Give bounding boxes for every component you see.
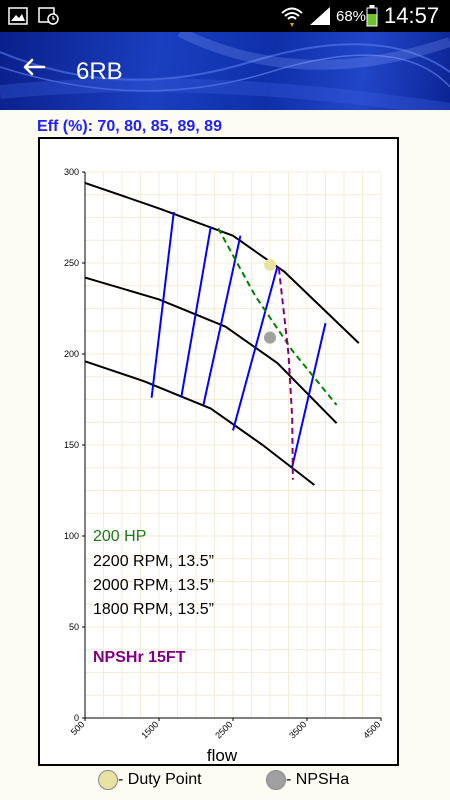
y-tick-label: 0 — [74, 713, 79, 723]
legend-label: - Duty Point — [118, 771, 202, 788]
app-bar: 6RB — [0, 32, 450, 110]
y-tick-label: 150 — [64, 440, 79, 450]
chart-series — [84, 181, 360, 486]
clock: 14:57 — [384, 3, 440, 28]
chart-point — [264, 258, 276, 271]
battery-icon — [366, 0, 378, 32]
arrow-left-icon — [23, 58, 46, 76]
header-wave-decoration — [0, 32, 450, 110]
series-line — [84, 276, 338, 424]
chart-points — [264, 258, 276, 344]
chart-annotation: NPSHr 15FT — [93, 649, 186, 666]
signal-icon — [308, 0, 332, 32]
series-line — [232, 266, 279, 431]
efficiency-label: Eff (%): 70, 80, 85, 89, 89 — [37, 118, 222, 135]
x-axis-label: flow — [207, 746, 238, 765]
y-tick-label: 250 — [64, 258, 79, 268]
series-line — [84, 181, 360, 344]
series-line — [84, 360, 316, 486]
calendar-clock-icon — [38, 0, 60, 32]
duty-point-marker — [98, 770, 118, 790]
chart-annotation: 1800 RPM, 13.5” — [93, 601, 214, 618]
chart-annotation: 2200 RPM, 13.5” — [93, 553, 214, 570]
chart-annotation: 200 HP — [93, 528, 146, 545]
series-line — [150, 211, 175, 398]
chart-frame — [38, 137, 399, 766]
legend-label: - NPSHa — [286, 771, 350, 788]
chart-annotation: 2000 RPM, 13.5” — [93, 577, 214, 594]
status-bar: 68% 14:57 — [0, 0, 450, 32]
series-line — [202, 235, 242, 406]
series-line — [180, 226, 212, 398]
y-tick-label: 100 — [64, 531, 79, 541]
legend-npsha: - NPSHa — [266, 770, 349, 790]
chart-point — [264, 331, 276, 344]
page-title: 6RB — [76, 58, 123, 85]
legend-duty-point: - Duty Point — [98, 770, 202, 790]
back-button[interactable] — [14, 50, 54, 90]
y-tick-label: 300 — [64, 167, 79, 177]
y-tick-label: 50 — [69, 622, 79, 632]
chart-annotations: 200 HP 2200 RPM, 13.5” 2000 RPM, 13.5” 1800… — [93, 528, 214, 666]
y-tick-label: 200 — [64, 349, 79, 359]
series-line — [291, 322, 327, 468]
series-line — [277, 268, 294, 480]
npsha-marker — [266, 770, 286, 790]
wifi-icon — [280, 0, 304, 32]
image-icon — [8, 0, 28, 32]
battery-percent: 68% — [336, 7, 367, 25]
